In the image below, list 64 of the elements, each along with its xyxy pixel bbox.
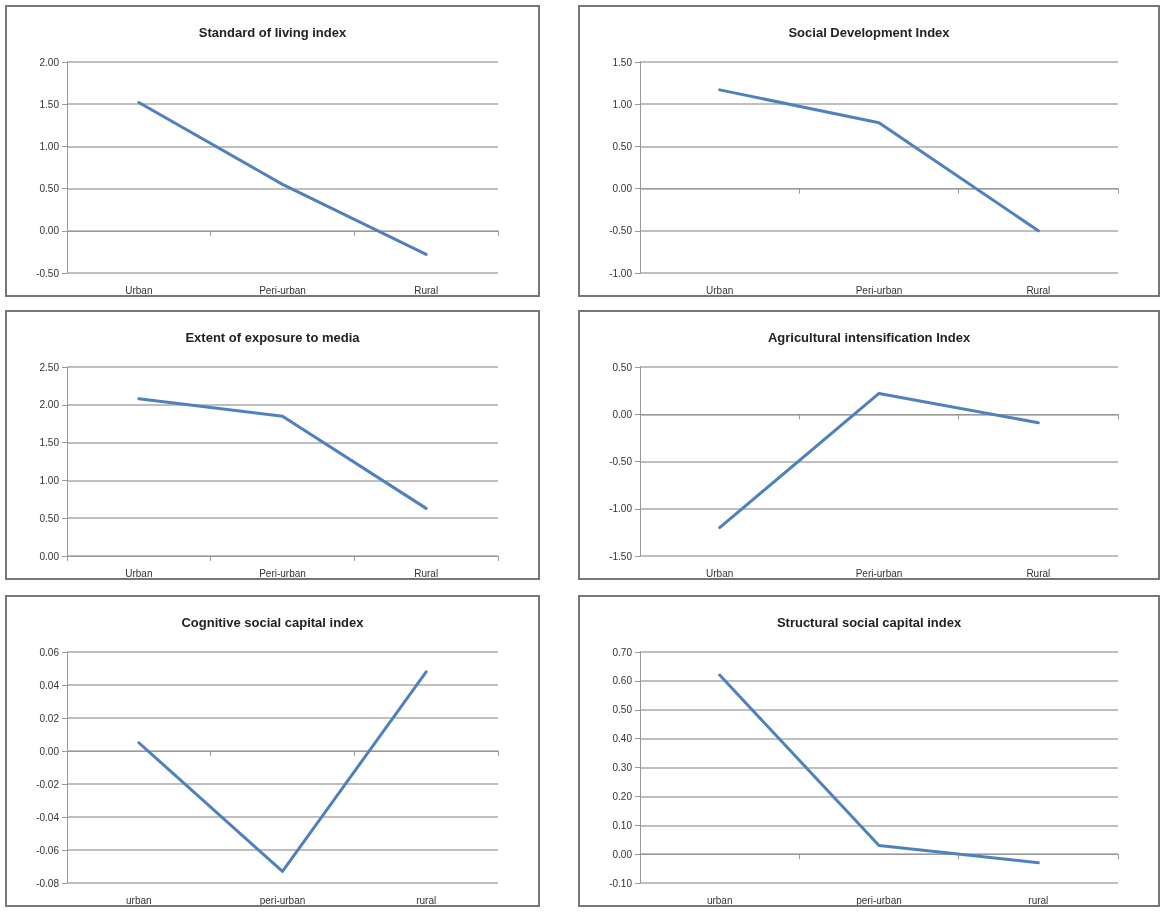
- x-tick-label: Peri-urban: [855, 567, 903, 579]
- y-tick-label: -0.50: [36, 267, 60, 279]
- y-tick-label: -1.00: [609, 267, 633, 279]
- y-tick-label: -0.08: [36, 877, 60, 889]
- x-tick-label: rural: [416, 894, 437, 906]
- x-tick-label: Rural: [414, 284, 439, 296]
- x-tick-label: Urban: [125, 284, 153, 296]
- y-tick-label: 0.06: [39, 646, 60, 658]
- y-tick-label: -0.10: [609, 877, 633, 889]
- y-tick-label: 0.00: [39, 225, 60, 237]
- y-tick-label: 0.40: [612, 733, 633, 745]
- y-tick-label: -0.50: [609, 456, 633, 467]
- y-tick-label: 0.50: [612, 361, 633, 373]
- chart-title: Agricultural intensification Index: [767, 330, 971, 345]
- x-tick-label: urban: [126, 894, 152, 906]
- y-tick-label: -1.50: [609, 550, 633, 562]
- y-tick-label: 0.60: [612, 675, 633, 687]
- chart-title: Standard of living index: [198, 25, 347, 40]
- x-tick-label: Rural: [1026, 284, 1051, 296]
- y-tick-label: 0.30: [612, 762, 633, 773]
- y-tick-label: 1.00: [39, 140, 60, 152]
- y-tick-label: 1.50: [39, 437, 60, 449]
- x-tick-label: urban: [706, 894, 733, 906]
- y-tick-label: -0.06: [36, 844, 60, 856]
- y-tick-label: 1.50: [39, 98, 60, 110]
- y-tick-label: 0.00: [39, 745, 60, 757]
- y-tick-label: 0.70: [612, 646, 633, 658]
- chart-title: Extent of exposure to media: [185, 330, 361, 345]
- y-tick-label: 0.04: [39, 679, 60, 691]
- y-tick-label: 0.50: [612, 140, 633, 152]
- y-tick-label: 0.10: [612, 819, 633, 831]
- y-tick-label: 1.50: [612, 56, 633, 68]
- y-tick-label: 0.02: [39, 712, 60, 724]
- y-tick-label: 1.00: [39, 474, 60, 486]
- x-tick-label: Rural: [1026, 567, 1051, 579]
- y-tick-label: 0.50: [39, 183, 60, 195]
- y-tick-label: 0.00: [612, 848, 633, 860]
- y-tick-label: 0.00: [612, 183, 633, 195]
- y-tick-label: 0.50: [612, 704, 633, 716]
- y-tick-label: -0.04: [36, 811, 60, 823]
- y-tick-label: 0.50: [39, 512, 60, 524]
- y-tick-label: -1.00: [609, 503, 633, 515]
- x-tick-label: Rural: [414, 567, 439, 579]
- x-tick-label: Peri-urban: [259, 284, 306, 296]
- x-tick-label: Peri-urban: [855, 284, 903, 296]
- x-tick-label: rural: [1028, 894, 1049, 906]
- y-tick-label: 1.00: [612, 98, 633, 110]
- y-tick-label: 0.00: [39, 550, 60, 562]
- y-tick-label: -0.02: [36, 778, 60, 790]
- x-tick-label: Urban: [125, 567, 153, 579]
- y-tick-label: -0.50: [609, 225, 633, 237]
- chart-title: Cognitive social capital index: [181, 615, 365, 630]
- y-tick-label: 0.00: [612, 408, 633, 420]
- chart-title: Structural social capital index: [776, 615, 962, 630]
- y-tick-label: 2.00: [39, 56, 60, 68]
- x-tick-label: peri-urban: [856, 894, 902, 906]
- y-tick-label: 2.00: [39, 399, 60, 411]
- x-tick-label: peri-urban: [259, 894, 306, 906]
- chart-title: Social Development Index: [788, 25, 951, 40]
- x-tick-label: Peri-urban: [259, 567, 306, 579]
- x-tick-label: Urban: [706, 284, 734, 296]
- y-tick-label: 2.50: [39, 361, 60, 373]
- y-tick-label: 0.20: [612, 790, 633, 802]
- x-tick-label: Urban: [706, 567, 734, 579]
